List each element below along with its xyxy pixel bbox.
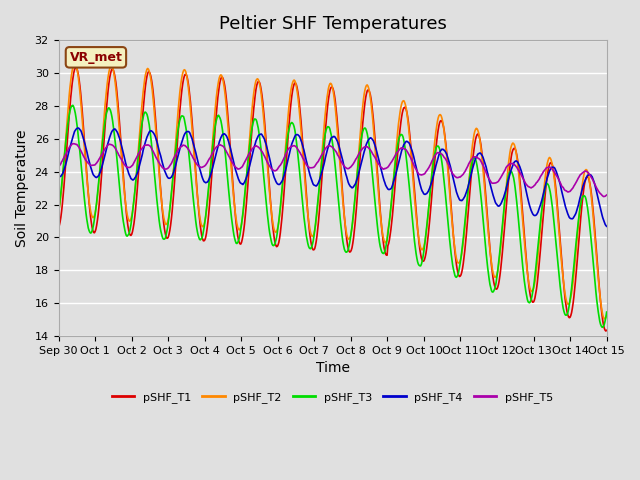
pSHF_T3	[206, 167, 214, 172]
pSHF_T5	[416, 172, 424, 178]
Line: pSHF_T1: pSHF_T1	[58, 67, 607, 331]
pSHF_T4	[603, 223, 611, 229]
pSHF_T2	[70, 61, 78, 67]
pSHF_T2	[416, 242, 424, 248]
pSHF_T2	[206, 168, 214, 174]
pSHF_T5	[400, 146, 408, 152]
pSHF_T2	[177, 78, 185, 84]
Title: Peltier SHF Temperatures: Peltier SHF Temperatures	[219, 15, 447, 33]
Line: pSHF_T5: pSHF_T5	[58, 144, 607, 197]
pSHF_T5	[65, 146, 72, 152]
pSHF_T3	[400, 138, 408, 144]
pSHF_T4	[122, 160, 129, 166]
pSHF_T5	[54, 164, 62, 170]
pSHF_T2	[603, 312, 611, 318]
pSHF_T1	[65, 122, 72, 128]
pSHF_T4	[54, 173, 62, 179]
pSHF_T1	[603, 327, 611, 333]
pSHF_T5	[177, 144, 185, 149]
Line: pSHF_T3: pSHF_T3	[58, 106, 607, 327]
pSHF_T1	[72, 64, 80, 70]
pSHF_T3	[599, 324, 607, 330]
pSHF_T1	[602, 328, 610, 334]
pSHF_T2	[400, 98, 408, 104]
pSHF_T4	[65, 151, 72, 156]
pSHF_T5	[206, 155, 214, 160]
pSHF_T1	[400, 105, 408, 111]
pSHF_T4	[400, 142, 408, 147]
Y-axis label: Soil Temperature: Soil Temperature	[15, 129, 29, 247]
pSHF_T1	[122, 202, 129, 208]
Line: pSHF_T4: pSHF_T4	[58, 128, 607, 226]
Text: VR_met: VR_met	[70, 51, 122, 64]
pSHF_T3	[69, 103, 77, 108]
pSHF_T3	[65, 117, 72, 123]
Legend: pSHF_T1, pSHF_T2, pSHF_T3, pSHF_T4, pSHF_T5: pSHF_T1, pSHF_T2, pSHF_T3, pSHF_T4, pSHF…	[108, 388, 558, 408]
pSHF_T1	[54, 225, 62, 231]
Line: pSHF_T2: pSHF_T2	[58, 64, 607, 319]
pSHF_T5	[122, 163, 129, 169]
pSHF_T5	[600, 194, 607, 200]
pSHF_T1	[206, 193, 214, 199]
pSHF_T3	[416, 263, 424, 269]
pSHF_T3	[603, 309, 611, 315]
pSHF_T3	[122, 230, 129, 236]
pSHF_T4	[177, 141, 185, 147]
pSHF_T4	[74, 125, 81, 131]
pSHF_T4	[206, 173, 214, 179]
pSHF_T2	[54, 209, 62, 215]
pSHF_T2	[65, 101, 72, 107]
pSHF_T3	[54, 210, 62, 216]
pSHF_T4	[416, 181, 424, 187]
pSHF_T1	[416, 246, 424, 252]
X-axis label: Time: Time	[316, 361, 349, 375]
pSHF_T5	[69, 141, 77, 146]
pSHF_T2	[122, 201, 129, 207]
pSHF_T2	[600, 316, 608, 322]
pSHF_T3	[177, 113, 185, 119]
pSHF_T1	[177, 93, 185, 98]
pSHF_T5	[603, 192, 611, 198]
